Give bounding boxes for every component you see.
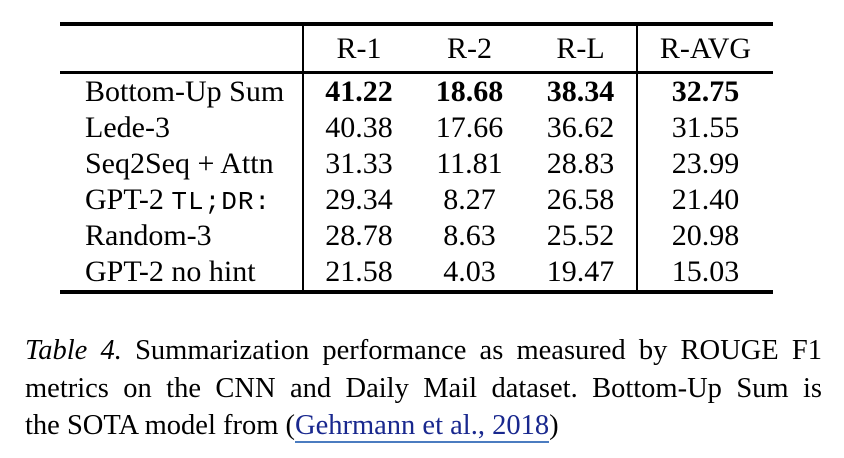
r2-value: 8.63 (443, 219, 496, 252)
ravg-value: 23.99 (636, 146, 773, 182)
table-caption: Table 4. Summarization performance as me… (25, 332, 822, 445)
citation-link-gehrmann-2018[interactable]: Gehrmann et al., 2018 (295, 410, 550, 443)
model-name-cell: Lede-3 (60, 110, 303, 146)
caption-label: Table 4. (25, 335, 122, 366)
model-name-cell: Seq2Seq + Attn (60, 146, 303, 182)
model-name: Lede-3 (85, 111, 170, 144)
r2-value: 18.68 (435, 75, 504, 108)
column-header-rl: R-L (525, 24, 637, 74)
r2-value: 8.27 (443, 183, 496, 216)
rl-value: 19.47 (546, 255, 615, 288)
model-name: Seq2Seq + Attn (85, 147, 274, 180)
caption-text-1: Summarization performance as measured by… (135, 335, 822, 366)
model-name-cell: GPT-2 no hint (60, 254, 303, 292)
rl-value: 36.62 (546, 111, 615, 144)
r1-value: 41.22 (302, 72, 414, 110)
ravg-value: 31.55 (636, 110, 773, 146)
model-name-cell: Random-3 (60, 218, 303, 254)
r1-value: 31.33 (302, 146, 414, 182)
column-header-r2: R-2 (414, 24, 525, 74)
table-row-random-3: Random-3 28.78 8.63 25.52 20.98 (60, 218, 773, 254)
model-name: GPT-2 (85, 183, 172, 216)
table-row-gpt2-no-hint: GPT-2 no hint 21.58 4.03 19.47 15.03 (60, 254, 773, 292)
summarization-results-table: R-1 R-2 R-L R-AVG Bottom-Up Sum 41.22 18… (60, 22, 773, 294)
r2-value: 4.03 (443, 255, 496, 288)
caption-line-2: metrics on the CNN and Daily Mail datase… (25, 370, 822, 408)
caption-text-4: ) (549, 410, 559, 441)
ravg-value: 15.03 (636, 254, 773, 292)
table-header-row: R-1 R-2 R-L R-AVG (60, 24, 773, 74)
column-header-model (60, 24, 303, 74)
table-row-bottom-up-sum: Bottom-Up Sum 41.22 18.68 38.34 32.75 (60, 72, 773, 111)
caption-line-3: the SOTA model from (Gehrmann et al., 20… (25, 407, 822, 445)
model-name-mono: TL;DR: (171, 187, 272, 217)
column-header-ravg: R-AVG (636, 24, 773, 74)
r1-value: 21.58 (302, 254, 414, 292)
model-name: Random-3 (85, 219, 212, 252)
table-row-lede-3: Lede-3 40.38 17.66 36.62 31.55 (60, 110, 773, 146)
table-row-seq2seq-attn: Seq2Seq + Attn 31.33 11.81 28.83 23.99 (60, 146, 773, 182)
r1-value: 28.78 (302, 218, 414, 254)
r1-value: 40.38 (302, 110, 414, 146)
model-name: Bottom-Up Sum (85, 75, 285, 108)
caption-text-2: metrics on the CNN and Daily Mail datase… (25, 372, 822, 404)
rl-value: 28.83 (546, 147, 615, 180)
rl-value: 26.58 (546, 183, 615, 216)
model-name: GPT-2 no hint (85, 255, 256, 288)
model-name-cell: Bottom-Up Sum (60, 73, 303, 111)
rl-value: 25.52 (546, 219, 615, 252)
ravg-value: 21.40 (636, 182, 773, 218)
model-name-cell: GPT-2 TL;DR: (60, 182, 303, 218)
r1-value: 29.34 (302, 182, 414, 218)
ravg-value: 20.98 (636, 218, 773, 254)
r2-value: 11.81 (436, 147, 503, 180)
caption-line-1: Table 4. Summarization performance as me… (25, 332, 822, 370)
rl-value: 38.34 (546, 75, 615, 108)
caption-text-3: the SOTA model from ( (25, 410, 296, 441)
r2-value: 17.66 (435, 111, 504, 144)
ravg-value: 32.75 (636, 72, 773, 110)
column-header-r1: R-1 (302, 24, 414, 74)
table-row-gpt2-tldr: GPT-2 TL;DR: 29.34 8.27 26.58 21.40 (60, 182, 773, 218)
